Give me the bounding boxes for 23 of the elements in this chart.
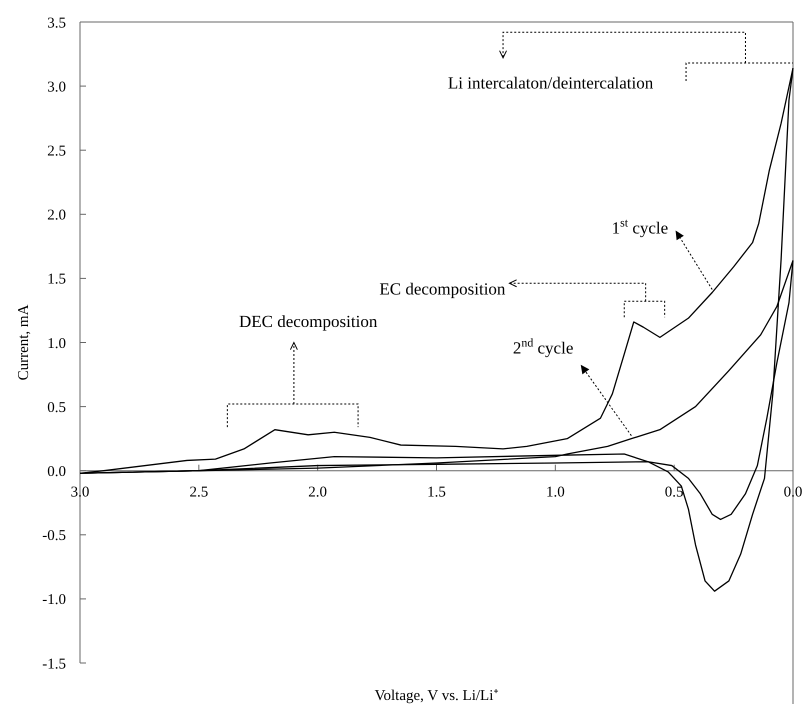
x-axis-title: Voltage, V vs. Li/Li⁺: [374, 688, 498, 704]
annotation: EC decomposition: [379, 280, 506, 299]
x-tick-label: 2.5: [189, 484, 208, 501]
y-tick-label: 1.5: [47, 272, 66, 288]
y-tick-label: 0.5: [47, 400, 66, 416]
x-tick-label: 1.0: [546, 484, 565, 501]
annotation: 1$^{st}$ cycle: [612, 216, 668, 238]
y-axis-title: Current, mA: [16, 304, 32, 380]
y-tick-label: 3.0: [47, 79, 66, 96]
y-tick-label: -1.5: [42, 656, 66, 672]
y-tick-label: -0.5: [42, 528, 66, 544]
y-tick-label: -1.0: [42, 592, 66, 608]
y-tick-label: 2.0: [47, 208, 66, 224]
x-tick-label: 2.0: [308, 484, 328, 501]
y-tick-label: 1.0: [47, 336, 66, 352]
annotation: 2$^{nd}$ cycle: [512, 336, 574, 358]
x-tick-label: 1.5: [427, 484, 446, 501]
annotation: DEC decomposition: [238, 312, 378, 332]
annotation: Li intercalaton/deintercalation: [448, 74, 654, 93]
y-tick-label: 2.5: [47, 143, 66, 160]
y-tick-label: 0.0: [47, 464, 66, 480]
y-tick-label: 3.5: [47, 15, 66, 32]
x-tick-label: 0.5: [664, 484, 684, 501]
